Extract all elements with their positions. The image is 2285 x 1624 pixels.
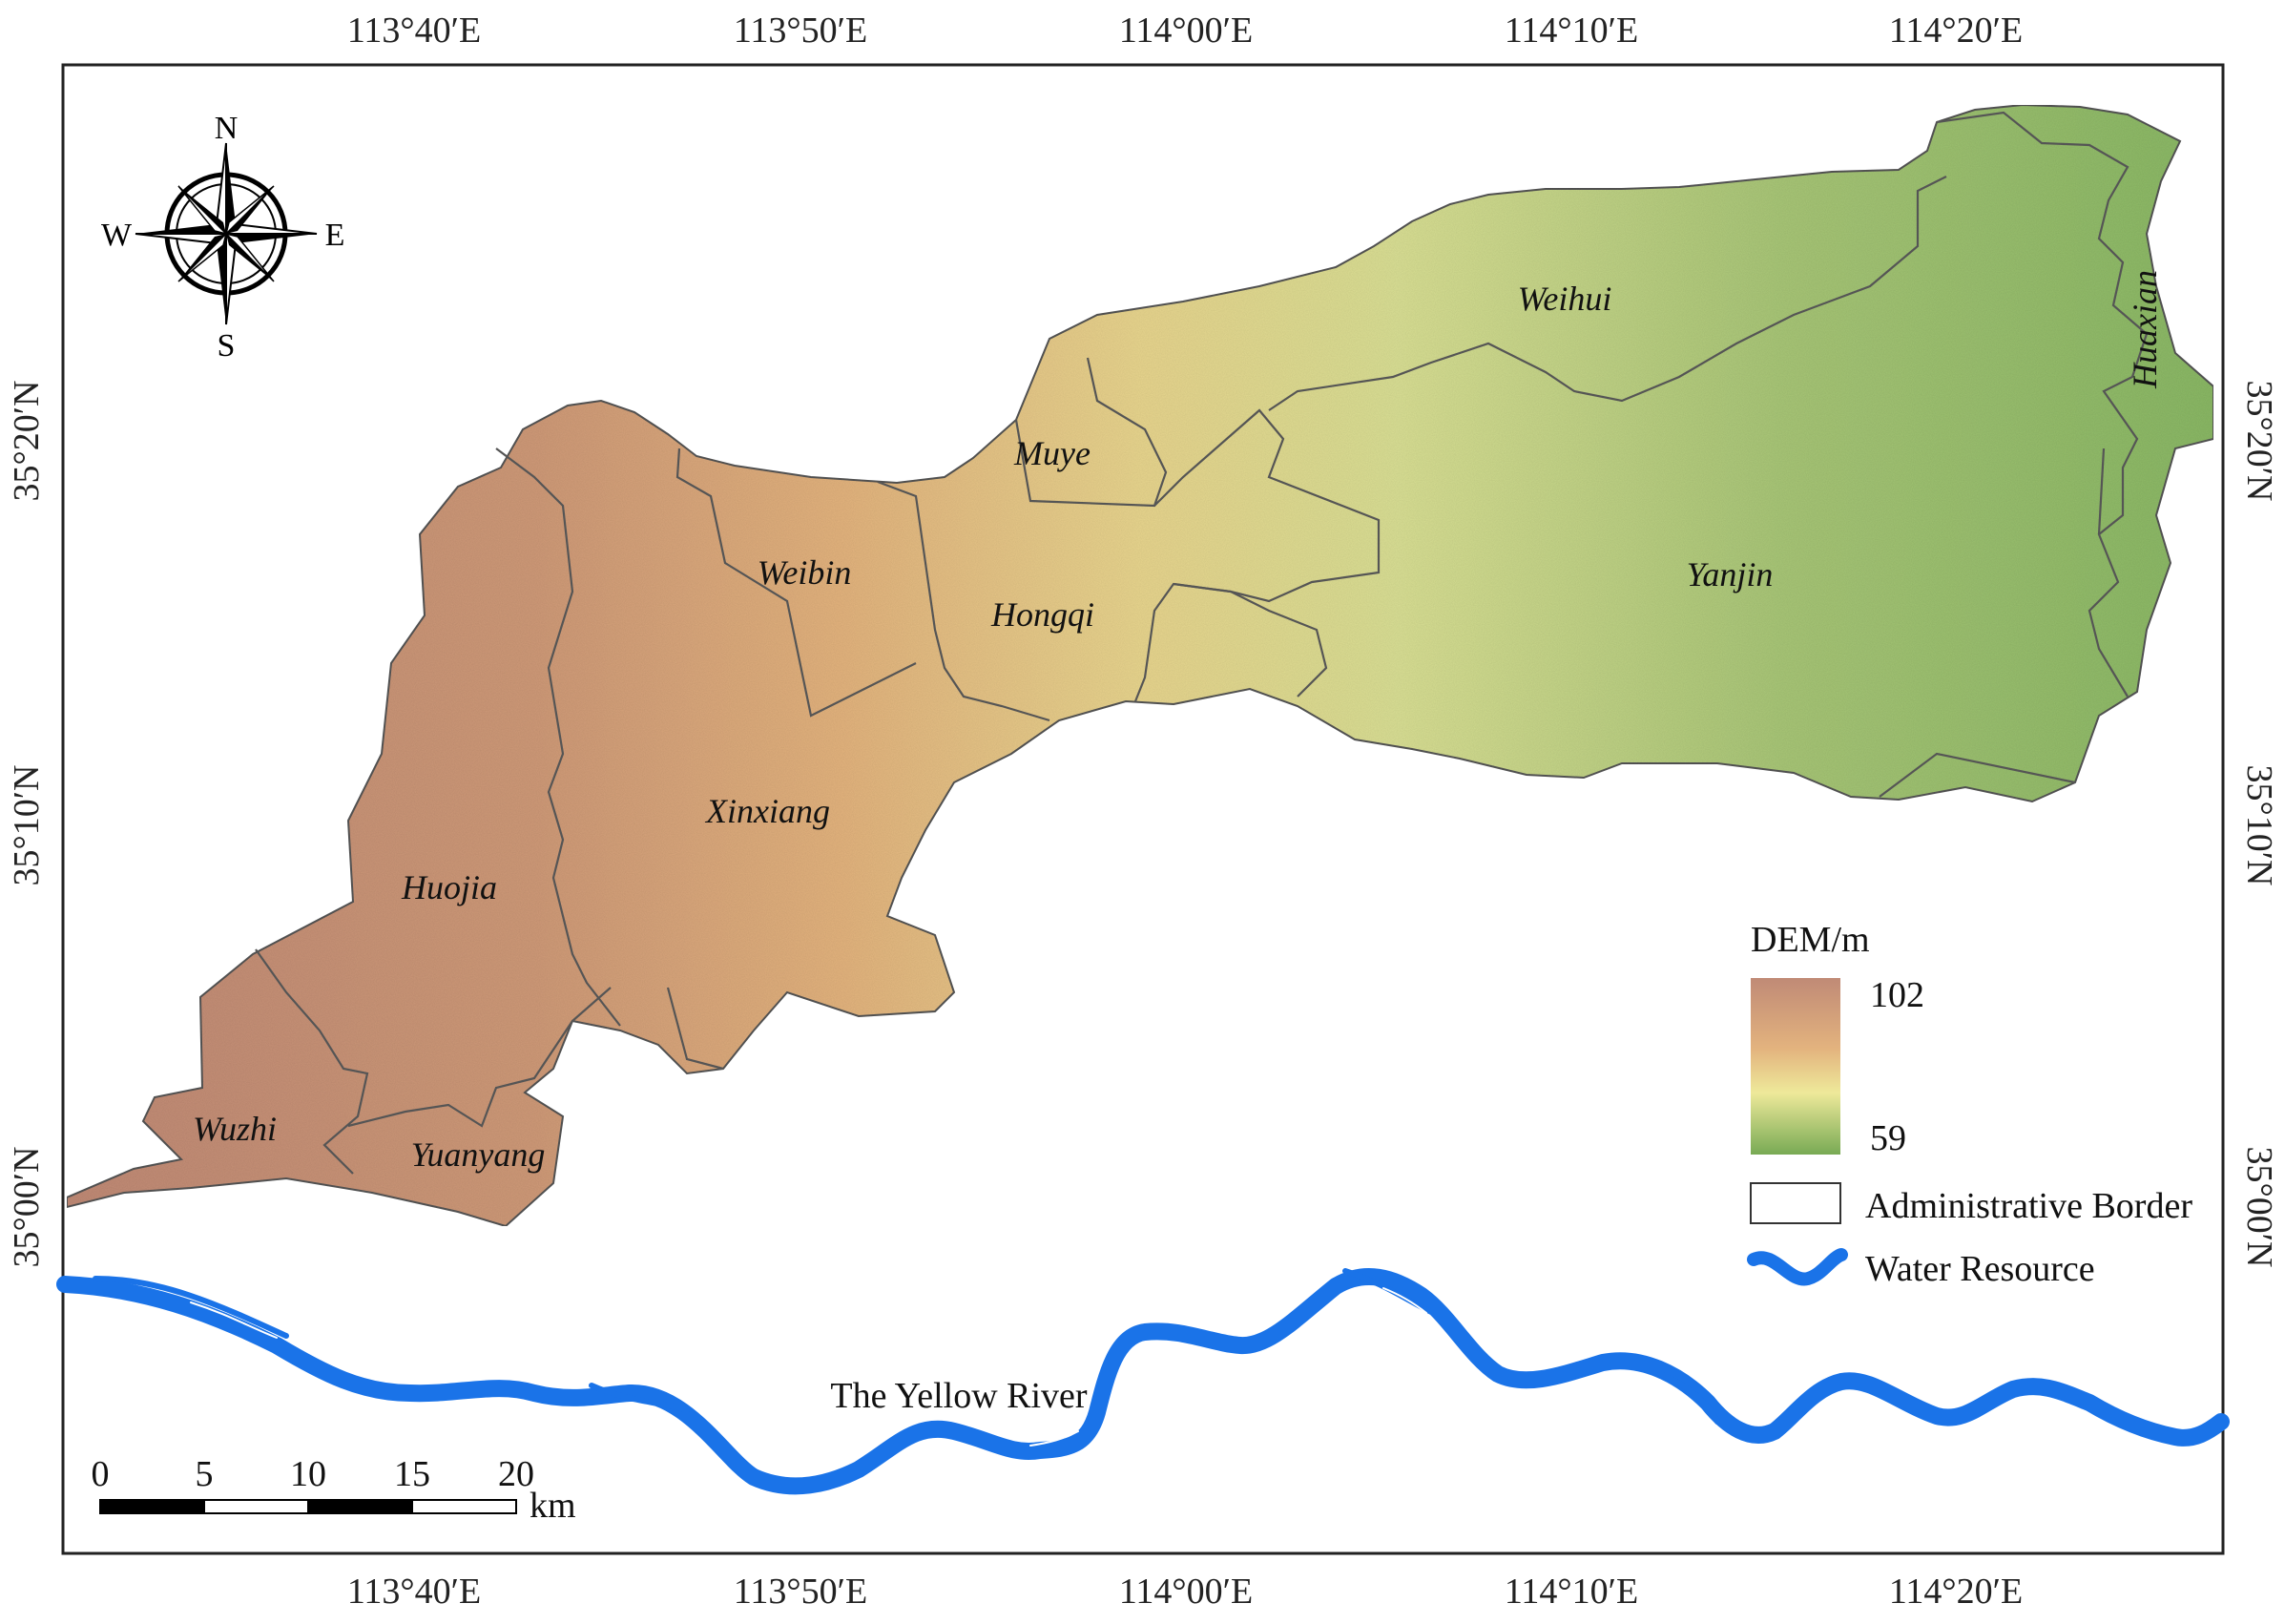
scale-tick-label: 15 [394,1454,430,1494]
scale-tick-label: 5 [196,1454,214,1494]
district-label-yanjin: Yanjin [1687,555,1774,593]
lat-label: 35°10′N [7,765,47,886]
legend: DEM/m 102 59 Administrative Border Water… [1747,920,2192,1289]
lon-label: 114°10′E [1505,10,1638,51]
lon-label: 114°20′E [1889,10,2023,51]
legend-water-swatch [1747,1248,1848,1286]
lat-label: 35°20′N [2239,381,2279,502]
admin-borders [255,111,2149,1175]
longitude-labels-bottom: 113°40′E 113°50′E 114°00′E 114°10′E 114°… [347,1572,2023,1612]
latitude-labels-left: 35°00′N 35°10′N 35°20′N [7,381,47,1268]
legend-dem-ramp [1751,978,1840,1155]
district-label-muye: Muye [1013,434,1091,472]
study-area-dem [66,103,2214,1228]
lon-label: 114°10′E [1505,1572,1638,1612]
compass-north: N [215,111,239,146]
lon-label: 113°50′E [734,1572,867,1612]
scale-tick-label: 20 [498,1454,534,1494]
legend-water-label: Water Resource [1865,1249,2095,1289]
lat-label: 35°00′N [7,1147,47,1268]
district-label-hongqi: Hongqi [990,595,1094,634]
legend-dem-min: 59 [1870,1118,1906,1158]
longitude-labels-top: 113°40′E 113°50′E 114°00′E 114°10′E 114°… [347,10,2023,51]
district-label-weihui: Weihui [1518,280,1612,318]
compass-south: S [218,328,236,364]
latitude-labels-right: 35°00′N 35°10′N 35°20′N [2239,381,2279,1268]
lon-label: 114°00′E [1119,10,1253,51]
scale-unit: km [530,1486,576,1526]
lon-label: 113°50′E [734,10,867,51]
district-label-huojia: Huojia [401,868,497,906]
compass-east: E [325,218,345,253]
district-labels: Weihui Huaxian Muye Weibin Hongqi Yanjin… [193,270,2164,1174]
scale-tick-label: 0 [92,1454,110,1494]
compass-west: W [101,218,133,253]
district-label-huaxian: Huaxian [2126,270,2164,389]
district-label-xinxiang: Xinxiang [704,792,830,830]
lat-label: 35°00′N [2239,1147,2279,1268]
scale-bar: 0 5 10 15 20 km [92,1454,576,1526]
yellow-river [56,1268,2230,1495]
legend-dem-max: 102 [1870,975,1924,1015]
lon-label: 113°40′E [347,1572,481,1612]
lat-label: 35°10′N [2239,765,2279,886]
lon-label: 114°00′E [1119,1572,1253,1612]
legend-title: DEM/m [1751,920,1870,960]
district-label-weibin: Weibin [758,553,852,592]
district-label-wuzhi: Wuzhi [193,1110,277,1148]
legend-border-swatch [1750,1182,1841,1224]
legend-border-label: Administrative Border [1865,1186,2192,1226]
lat-label: 35°20′N [7,381,47,502]
lon-label: 114°20′E [1889,1572,2023,1612]
compass-rose-icon: N S E W [101,111,344,364]
district-label-yuanyang: Yuanyang [411,1135,546,1174]
river-label: The Yellow River [830,1376,1088,1416]
lon-label: 113°40′E [347,10,481,51]
scale-tick-label: 10 [290,1454,326,1494]
